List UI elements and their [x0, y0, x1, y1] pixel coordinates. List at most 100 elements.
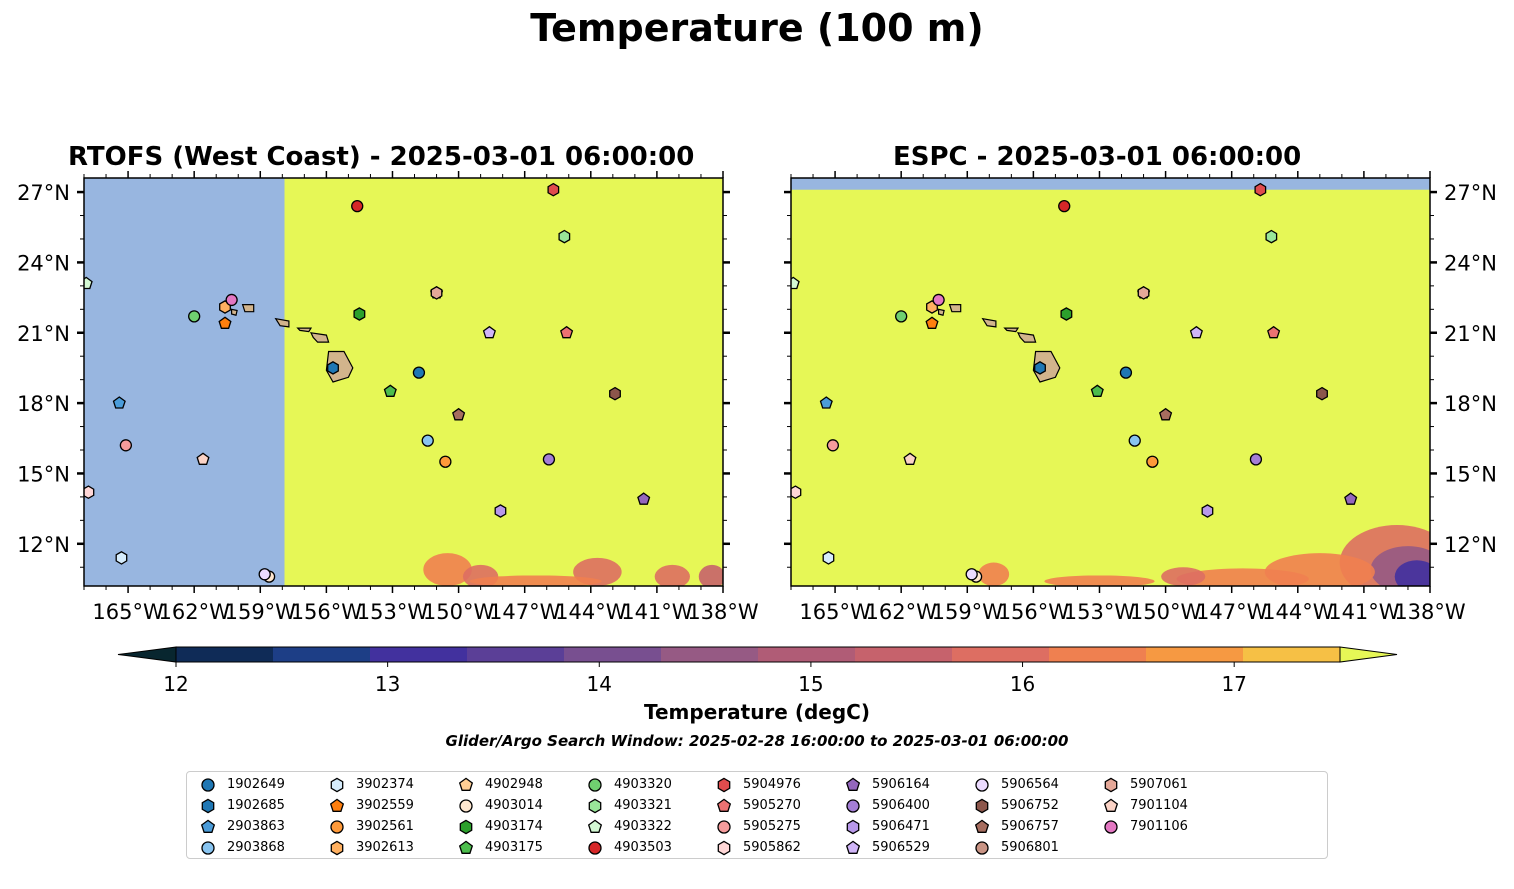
x-tick-label: 159°W — [932, 600, 1004, 624]
colorbar-segment — [467, 647, 565, 662]
legend-item-5906164: 5906164 — [844, 774, 930, 795]
legend-marker — [845, 840, 861, 854]
x-tick-label: 156°W — [291, 600, 363, 624]
legend-label: 4903014 — [485, 798, 543, 813]
legend-marker-icon — [588, 840, 602, 855]
float-marker-4903175 — [1090, 384, 1104, 397]
y-tick-label: 27°N — [1444, 181, 1497, 205]
cool-water-patch — [469, 575, 602, 586]
float-marker-4903321 — [1265, 229, 1278, 244]
no-data-region — [791, 178, 1430, 190]
legend-label: 5905270 — [743, 798, 801, 813]
float-marker-5906564 — [258, 568, 271, 581]
legend-marker-icon — [458, 840, 474, 854]
land-island — [981, 317, 997, 328]
legend-label: 5905275 — [743, 819, 801, 834]
float-marker-1902649 — [1119, 366, 1133, 379]
legend-item-4903322: 4903322 — [586, 816, 672, 837]
temperature-field — [791, 178, 1430, 586]
legend-marker-icon — [845, 840, 861, 854]
colorbar-tick-label: 15 — [798, 672, 823, 696]
float-marker-4903175 — [383, 384, 397, 397]
colorbar-extend-low — [117, 646, 177, 663]
legend-item-4903503: 4903503 — [586, 837, 672, 858]
legend-marker — [717, 777, 731, 792]
float-marker-4903320 — [895, 310, 908, 323]
land-island — [937, 308, 945, 316]
x-tick-label: 162°W — [865, 600, 937, 624]
colorbar-extend-high — [1339, 646, 1398, 663]
legend-marker — [846, 819, 860, 834]
cool-water-patch — [1394, 560, 1430, 586]
legend-item-5906757: 5906757 — [973, 816, 1059, 837]
legend-marker-icon — [201, 777, 215, 792]
colorbar-tick-label: 17 — [1221, 672, 1246, 696]
no-data-region — [84, 178, 285, 586]
colorbar-frame — [175, 646, 1341, 663]
legend-label: 4903320 — [614, 777, 672, 792]
y-tick-label: 12°N — [1444, 533, 1497, 557]
legend-marker — [588, 840, 602, 855]
legend-marker — [975, 777, 989, 792]
x-tick-label: 141°W — [1328, 600, 1400, 624]
legend-marker-icon — [717, 840, 731, 855]
legend-marker-icon — [1104, 777, 1118, 792]
legend-marker-icon — [588, 798, 602, 813]
legend-marker-icon — [846, 819, 860, 834]
legend-marker — [846, 798, 860, 813]
legend-item-5906752: 5906752 — [973, 795, 1059, 816]
y-tick-label: 24°N — [1444, 251, 1497, 275]
x-tick-label: 138°W — [687, 600, 759, 624]
legend-item-1902649: 1902649 — [199, 774, 285, 795]
cool-water-patch — [698, 564, 723, 586]
cool-water-patch — [654, 564, 690, 586]
float-marker-5906164 — [637, 492, 651, 505]
legend-marker — [459, 798, 473, 813]
map-frame — [83, 177, 724, 587]
float-marker-7901104 — [196, 452, 210, 465]
float-marker-5906757 — [1159, 407, 1173, 421]
land-island — [231, 308, 238, 316]
float-marker-5905862 — [791, 485, 802, 500]
y-tick-label: 18°N — [1444, 392, 1497, 416]
legend-marker-icon — [330, 840, 344, 855]
legend-marker-icon — [1103, 798, 1119, 812]
legend-label: 3902374 — [356, 777, 414, 792]
legend-item-5907061: 5907061 — [1102, 774, 1188, 795]
legend-marker — [588, 798, 602, 813]
y-tick-label: 21°N — [1444, 322, 1497, 346]
x-tick-label: 147°W — [489, 600, 561, 624]
colorbar-segment — [176, 647, 274, 662]
legend-item-4903014: 4903014 — [457, 795, 543, 816]
legend-marker — [717, 840, 731, 855]
land-island — [948, 304, 962, 313]
float-marker-3902559 — [218, 316, 232, 329]
legend-item-3902374: 3902374 — [328, 774, 414, 795]
colorbar-segment — [564, 647, 662, 662]
x-tick-label: 159°W — [225, 600, 297, 624]
float-marker-5904976 — [1254, 182, 1267, 197]
legend-item-2903863: 2903863 — [199, 816, 285, 837]
y-tick-label: 12°N — [17, 533, 70, 557]
land-island — [1016, 332, 1037, 343]
colorbar-segment — [1146, 647, 1244, 662]
legend-marker-icon — [459, 798, 473, 813]
x-tick-label: 165°W — [799, 600, 871, 624]
legend-marker-icon — [845, 777, 861, 791]
colorbar-segment — [273, 647, 371, 662]
y-tick-label: 27°N — [17, 181, 70, 205]
cool-water-patch — [1044, 575, 1155, 586]
legend-marker — [1104, 819, 1118, 834]
colorbar-segment — [661, 647, 759, 662]
legend-item-4903321: 4903321 — [586, 795, 672, 816]
cool-water-patch — [1161, 567, 1206, 586]
legend-marker — [330, 819, 344, 834]
legend-marker-icon — [717, 777, 731, 792]
float-marker-3902559 — [925, 316, 939, 329]
x-tick-label: 153°W — [1064, 600, 1136, 624]
legend-marker-icon — [974, 819, 990, 833]
panel-title-rtofs: RTOFS (West Coast) - 2025-03-01 06:00:00 — [68, 142, 695, 172]
legend-marker — [1104, 777, 1118, 792]
x-tick-label: 144°W — [555, 600, 627, 624]
float-marker-5906529 — [482, 325, 496, 339]
